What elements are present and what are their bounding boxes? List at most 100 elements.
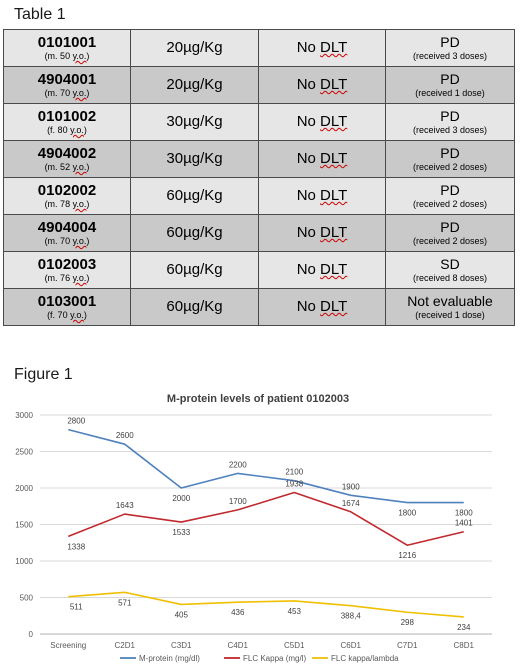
doses-received: (received 3 doses) <box>412 51 488 61</box>
data-label: 298 <box>401 618 415 627</box>
chart-title: M-protein levels of patient 0102003 <box>167 393 349 405</box>
legend-label: M-protein (mg/dl) <box>139 654 200 663</box>
data-label: 1900 <box>342 482 360 491</box>
dlt-value: No DLT <box>296 150 348 167</box>
dlt-cell: No DLT <box>258 103 386 141</box>
legend-label: FLC kappa/lambda <box>331 654 399 663</box>
table-row: 0102002 (m. 78 y.o.) 60µg/Kg No DLT PD (recei… <box>3 177 515 215</box>
data-label: 1800 <box>455 509 473 518</box>
data-label: 1674 <box>342 499 360 508</box>
response-cell: PD (received 3 doses) <box>385 29 515 67</box>
dlt-cell: No DLT <box>258 29 386 67</box>
patient-cell: 4904002 (m. 52 y.o.) <box>3 140 131 178</box>
dose-value: 60µg/Kg <box>166 298 223 315</box>
patient-cell: 0101001 (m. 50 y.o.) <box>3 29 131 67</box>
dlt-value: No DLT <box>296 224 348 241</box>
patient-id: 4904001 <box>37 71 97 88</box>
data-label: 2600 <box>116 431 134 440</box>
patient-info: (m. 78 y.o.) <box>44 199 90 209</box>
patient-info: (f. 70 y.o.) <box>47 310 87 320</box>
dose-value: 30µg/Kg <box>166 150 223 167</box>
doses-received: (received 2 doses) <box>412 236 488 246</box>
data-label: 2200 <box>229 460 247 469</box>
y-tick-label: 500 <box>20 594 34 603</box>
data-label: 1938 <box>285 480 303 489</box>
y-tick-label: 1500 <box>15 521 33 530</box>
dlt-cell: No DLT <box>258 214 386 252</box>
data-label: 511 <box>70 603 83 612</box>
table-row: 0103001 (f. 70 y.o.) 60µg/Kg No DLT Not eval… <box>3 288 515 326</box>
y-tick-label: 3000 <box>15 411 33 420</box>
x-tick-label: C3D1 <box>171 641 192 650</box>
data-label: 1643 <box>116 501 134 510</box>
table-row: 4904004 (m. 70 y.o.) 60µg/Kg No DLT PD (recei… <box>3 214 515 252</box>
response-value: PD <box>440 182 460 198</box>
patient-id: 0102003 <box>37 256 97 273</box>
x-tick-label: C7D1 <box>397 641 418 650</box>
doses-received: (received 1 dose) <box>415 88 485 98</box>
m-protein-line-chart: M-protein levels of patient 0102003 0 500 1… <box>15 393 492 663</box>
patient-table: 0101001 (m. 50 y.o.) 20µg/Kg No DLT PD (recei… <box>3 29 515 326</box>
dlt-cell: No DLT <box>258 66 386 104</box>
data-label: 2800 <box>67 417 85 426</box>
doses-received: (received 8 doses) <box>412 273 488 283</box>
data-label: 2100 <box>285 468 303 477</box>
patient-cell: 0102002 (m. 78 y.o.) <box>3 177 131 215</box>
patient-id: 4904004 <box>37 219 97 236</box>
data-label: 2000 <box>172 494 190 503</box>
data-label: 1401 <box>455 519 473 528</box>
response-value: PD <box>440 108 460 124</box>
dose-cell: 60µg/Kg <box>130 177 259 215</box>
series-line-2 <box>67 491 464 547</box>
data-label: 1800 <box>398 509 416 518</box>
response-value: SD <box>440 256 460 272</box>
x-tick-label: C6D1 <box>341 641 362 650</box>
patient-cell: 0102003 (m. 76 y.o.) <box>3 251 131 289</box>
dose-value: 20µg/Kg <box>166 39 223 56</box>
x-tick-label: Screening <box>50 641 86 650</box>
dlt-cell: No DLT <box>258 140 386 178</box>
doses-received: (received 2 doses) <box>412 162 488 172</box>
data-label: 1216 <box>398 551 416 560</box>
response-cell: PD (received 2 doses) <box>385 140 515 178</box>
data-label: 453 <box>288 607 302 616</box>
response-cell: Not evaluable (received 1 dose) <box>385 288 515 326</box>
patient-info: (m. 50 y.o.) <box>44 51 90 61</box>
dose-cell: 60µg/Kg <box>130 288 259 326</box>
patient-id: 0101001 <box>37 34 97 51</box>
patient-info: (m. 52 y.o.) <box>44 162 90 172</box>
data-label: 234 <box>457 623 471 632</box>
y-tick-label: 2000 <box>15 484 33 493</box>
doses-received: (received 1 dose) <box>415 310 485 320</box>
dose-cell: 20µg/Kg <box>130 29 259 67</box>
patient-cell: 4904004 (m. 70 y.o.) <box>3 214 131 252</box>
y-tick-label: 0 <box>29 630 34 639</box>
dose-cell: 30µg/Kg <box>130 140 259 178</box>
data-label: 436 <box>231 608 245 617</box>
table-row: 0101002 (f. 80 y.o.) 30µg/Kg No DLT PD (recei… <box>3 103 515 141</box>
x-tick-label: C8D1 <box>454 641 475 650</box>
response-value: PD <box>440 71 460 87</box>
data-label: 1338 <box>67 542 85 551</box>
doses-received: (received 3 doses) <box>412 125 488 135</box>
x-tick-label: C2D1 <box>115 641 136 650</box>
data-label: 1700 <box>229 497 247 506</box>
patient-info: (m. 76 y.o.) <box>44 273 90 283</box>
response-cell: PD (received 2 doses) <box>385 177 515 215</box>
data-label: 1533 <box>172 528 190 537</box>
series-line-1 <box>68 428 464 504</box>
data-label: 388,4 <box>341 612 362 621</box>
dlt-cell: No DLT <box>258 177 386 215</box>
patient-id: 0102002 <box>37 182 97 199</box>
dose-cell: 60µg/Kg <box>130 214 259 252</box>
patient-info: (m. 70 y.o.) <box>44 236 90 246</box>
table-row: 4904001 (m. 70 y.o.) 20µg/Kg No DLT PD (recei… <box>3 66 515 104</box>
dlt-value: No DLT <box>296 261 348 278</box>
legend-label: FLC Kappa (mg/l) <box>243 654 306 663</box>
response-cell: PD (received 3 doses) <box>385 103 515 141</box>
dose-cell: 20µg/Kg <box>130 66 259 104</box>
dlt-cell: No DLT <box>258 288 386 326</box>
patient-info: (f. 80 y.o.) <box>47 125 87 135</box>
dlt-value: No DLT <box>296 39 348 56</box>
patient-id: 0101002 <box>37 108 97 125</box>
